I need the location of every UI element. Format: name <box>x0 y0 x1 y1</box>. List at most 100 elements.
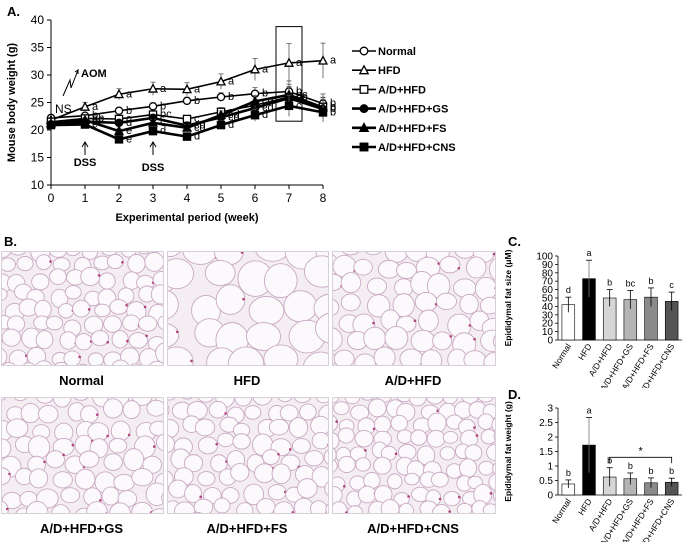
adipocyte-cell <box>35 330 54 350</box>
data-point <box>79 101 91 111</box>
nucleus <box>99 499 102 502</box>
histology-caption: A/D+HFD+CNS <box>367 521 459 536</box>
adipocyte-cell <box>426 429 446 448</box>
adipocyte-cell <box>404 472 420 486</box>
adipocyte-cell <box>122 400 141 420</box>
adipocyte-cell <box>155 433 163 452</box>
nucleus <box>224 412 227 415</box>
y-tick-label: 40 <box>542 302 554 313</box>
adipocyte-cell <box>333 414 338 432</box>
adipocyte-cell <box>483 352 495 365</box>
adipocyte-cell <box>215 284 246 315</box>
legend-marker <box>358 122 370 132</box>
adipocyte-cell <box>365 252 382 256</box>
adipocyte-cell <box>2 257 16 272</box>
adipocyte-cell <box>63 350 81 365</box>
nucleus <box>394 452 398 456</box>
panel-letter-b: B. <box>4 234 17 249</box>
legend-marker <box>359 104 369 114</box>
significance-letter: b <box>648 466 653 476</box>
adipocyte-cell <box>357 485 377 504</box>
adipocyte-cell <box>268 418 290 436</box>
adipocyte-cell <box>111 330 129 349</box>
adipocyte-cell <box>110 420 131 442</box>
significance-letter: c <box>669 280 674 290</box>
data-point <box>147 83 159 93</box>
data-point <box>148 102 158 111</box>
adipocyte-cell <box>243 483 265 506</box>
significance-letter: b <box>648 276 653 286</box>
y-axis-label: Epididymal fat weight (g) <box>503 401 513 502</box>
adipocyte-cell <box>38 404 59 424</box>
y-tick-label: 60 <box>542 285 554 296</box>
adipocyte-cell <box>414 292 438 313</box>
data-point <box>113 88 125 99</box>
significance-letter: c <box>126 113 132 125</box>
significance-letter: b <box>228 91 234 103</box>
significance-letter: c <box>160 117 166 129</box>
y-tick-label: 3 <box>547 404 553 415</box>
adipocyte-cell <box>466 256 487 279</box>
histology-image <box>332 251 496 366</box>
adipocyte-cell <box>344 398 361 405</box>
adipocyte-cell <box>227 346 265 365</box>
y-tick-label: 2.5 <box>539 418 553 429</box>
x-tick-label: 1 <box>82 191 89 205</box>
adipocyte-cell <box>333 349 355 365</box>
histology-image <box>332 397 496 514</box>
adipocyte-cell <box>333 501 348 513</box>
adipocyte-cell <box>54 361 69 365</box>
category-label: Normal <box>550 497 573 526</box>
adipocyte-cell <box>184 484 202 504</box>
nucleus <box>413 319 417 322</box>
adipocyte-cell <box>146 399 163 417</box>
y-tick-label: 10 <box>542 327 554 338</box>
adipocyte-cell <box>234 398 252 407</box>
significance-letter: c <box>92 116 98 128</box>
adipocyte-cell <box>103 398 124 419</box>
ns-annotation: NS <box>55 102 72 116</box>
adipocyte-cell <box>197 398 215 403</box>
adipocyte-cell <box>480 329 495 352</box>
significance-letter: b <box>126 105 132 117</box>
adipocyte-cell <box>299 403 317 421</box>
adipocyte-cell <box>408 398 427 407</box>
adipocyte-cell <box>138 252 150 255</box>
adipocyte-cell <box>168 346 194 365</box>
nucleus <box>145 334 148 338</box>
adipocyte-cell <box>50 504 71 513</box>
adipocyte-cell <box>64 285 82 300</box>
legend-entry: Normal <box>378 46 416 58</box>
adipocyte-cell <box>28 468 49 489</box>
nucleus <box>8 472 11 476</box>
adipocyte-cell <box>492 489 495 502</box>
adipocyte-cell <box>78 363 88 365</box>
histology-texture <box>333 398 495 513</box>
adipocyte-cell <box>427 412 447 434</box>
adipocyte-cell <box>16 255 34 272</box>
nucleus <box>364 449 367 452</box>
significance-letter: c <box>296 100 302 112</box>
adipocyte-cell <box>454 252 476 259</box>
nucleus <box>215 442 218 446</box>
adipocyte-cell <box>197 436 219 455</box>
legend-marker <box>359 46 369 56</box>
adipocyte-cell <box>127 253 146 274</box>
data-point <box>80 120 90 129</box>
nucleus <box>125 303 128 307</box>
significance-letter: b <box>330 101 336 113</box>
significance-letter: b <box>566 468 571 478</box>
adipocyte-cell <box>435 292 457 311</box>
adipocyte-cell <box>108 437 128 454</box>
adipocyte-cell <box>310 500 328 513</box>
adipocyte-cell <box>94 303 111 318</box>
adipocyte-cell <box>363 326 387 350</box>
y-tick-label: 0 <box>547 336 553 347</box>
nucleus <box>291 511 295 513</box>
adipocyte-cell <box>122 314 141 332</box>
adipocyte-cell <box>217 432 235 448</box>
y-tick-label: 1 <box>547 462 553 473</box>
adipocyte-cell <box>279 404 299 422</box>
adipocyte-cell <box>20 402 41 424</box>
legend-marker <box>358 64 370 75</box>
